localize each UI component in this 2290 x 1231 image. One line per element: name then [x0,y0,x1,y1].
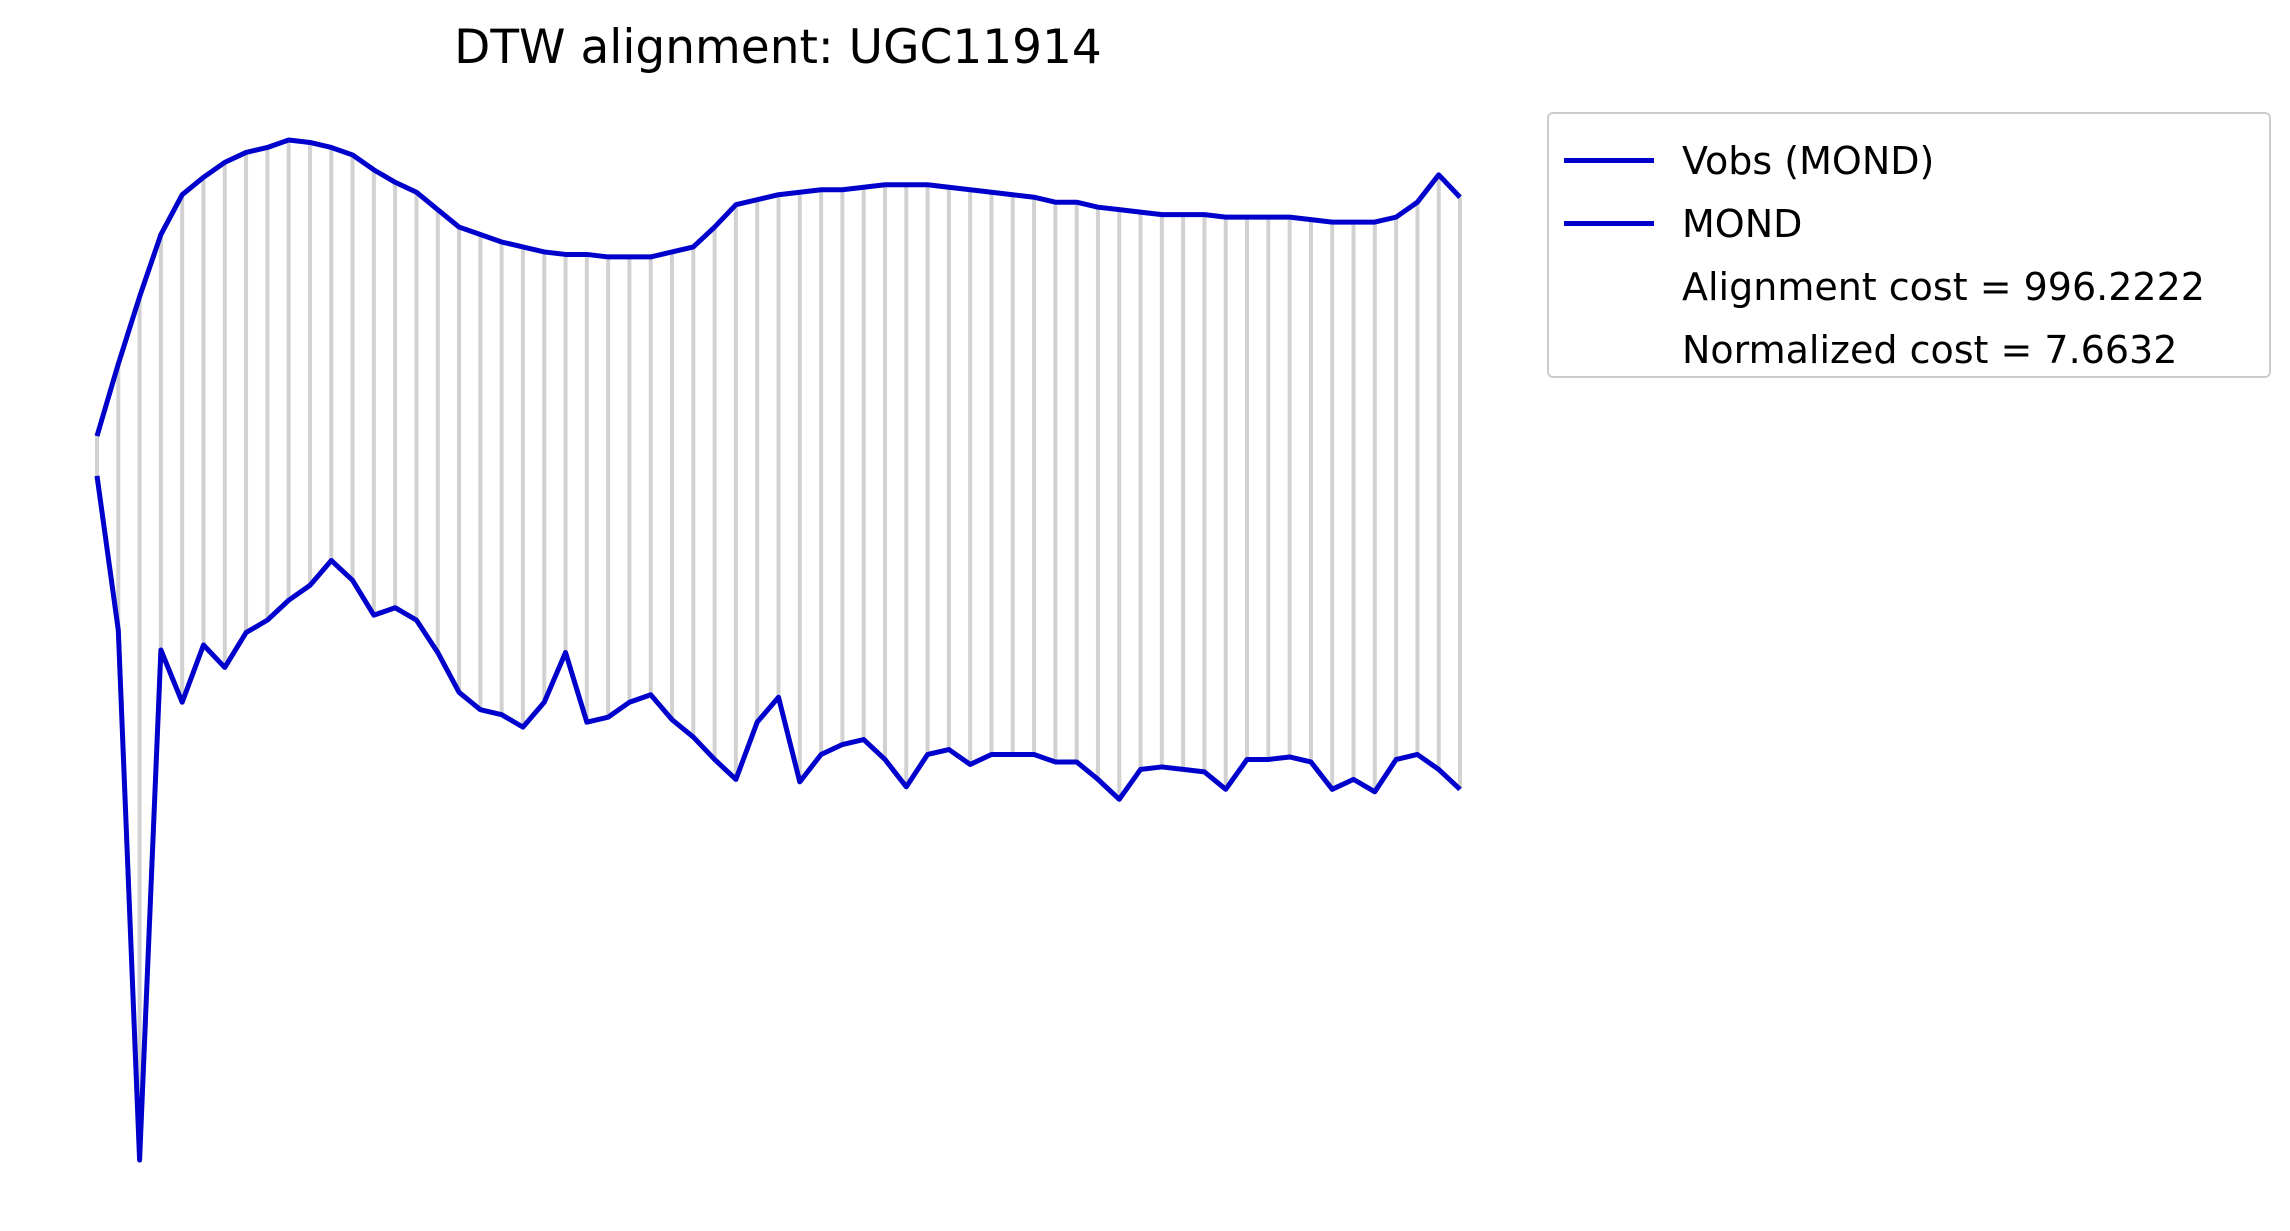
legend-label-alignment-cost: Alignment cost = 996.2222 [1682,265,2205,309]
series-vobs-mond [94,137,1462,437]
alignment-connectors [95,140,1462,1160]
legend-item-normalized-cost: Normalized cost = 7.6632 [1549,320,2269,380]
legend: Vobs (MOND) MOND Alignment cost = 996.22… [1547,112,2271,378]
chart-title: DTW alignment: UGC11914 [454,20,1102,75]
legend-line-mond [1564,221,1654,226]
legend-item-vobs: Vobs (MOND) [1549,131,2269,191]
legend-label-normalized-cost: Normalized cost = 7.6632 [1682,328,2178,372]
series-mond [94,475,1462,1163]
legend-label-mond: MOND [1682,202,1803,246]
legend-item-mond: MOND [1549,194,2269,254]
legend-item-alignment-cost: Alignment cost = 996.2222 [1549,257,2269,317]
legend-line-vobs [1564,158,1654,163]
legend-label-vobs: Vobs (MOND) [1682,139,1935,183]
